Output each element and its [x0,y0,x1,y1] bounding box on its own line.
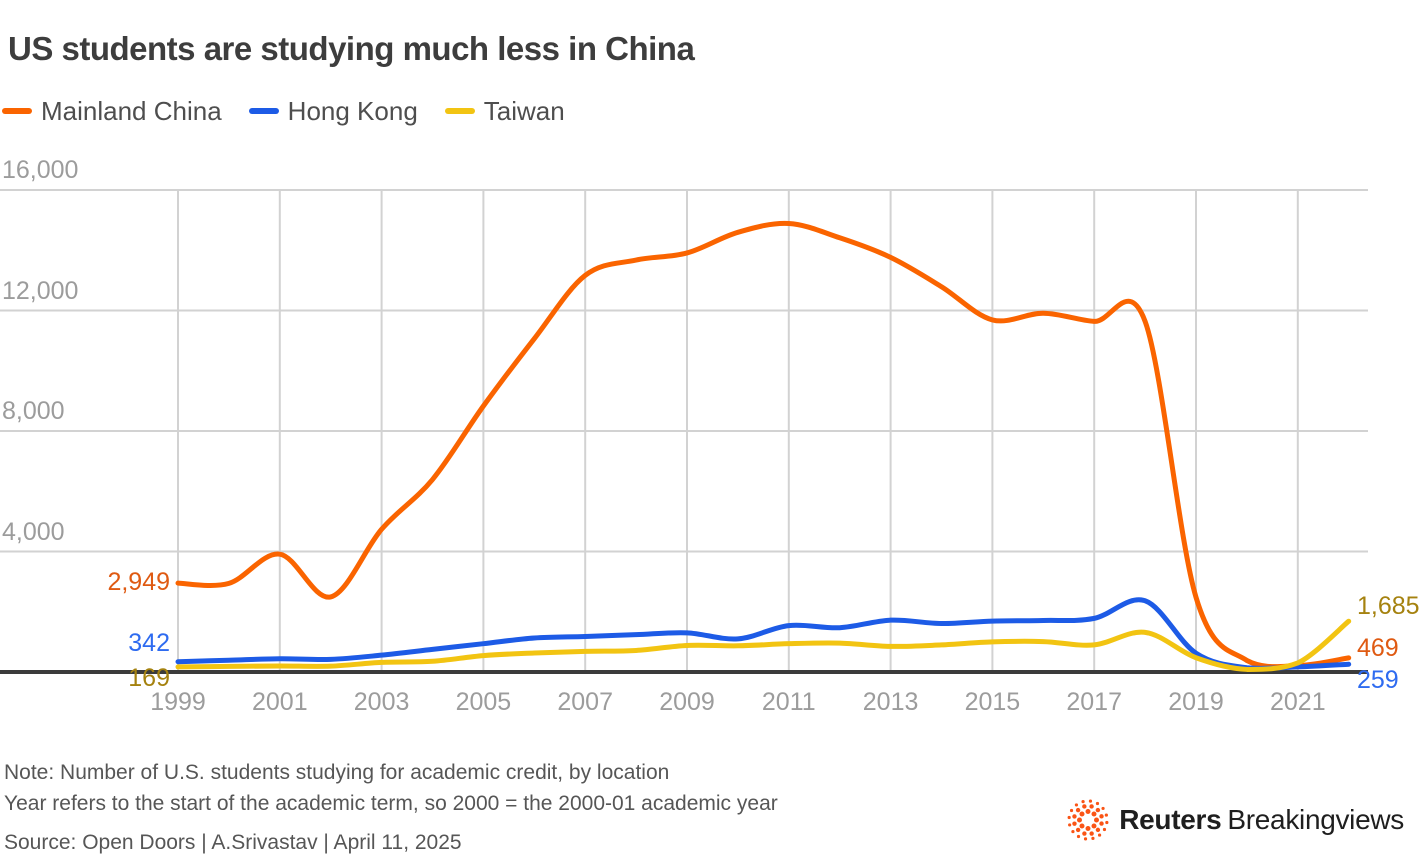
source-line: Source: Open Doors | A.Srivastav | April… [4,831,462,854]
y-axis-tick-label: 16,000 [2,156,79,184]
legend-item-hong-kong: Hong Kong [248,95,418,127]
value-label-hongkong-end: 259 [1357,666,1399,694]
legend-item-mainland-china: Mainland China [2,96,222,127]
x-axis-tick-label: 2009 [659,688,715,716]
chart-legend: Mainland China Hong Kong Taiwan [2,94,565,128]
x-axis-tick-label: 2007 [557,688,613,716]
x-axis-tick-label: 2019 [1168,688,1224,716]
x-axis-tick-label: 2005 [455,688,512,716]
value-label-mainland-end: 469 [1357,634,1399,662]
x-axis-tick-label: 2013 [862,688,919,716]
legend-swatch-icon [248,108,279,114]
page-title: US students are studying much less in Ch… [8,30,695,68]
y-axis-tick-label: 8,000 [2,397,65,425]
value-label-hongkong-start: 342 [128,629,170,657]
x-axis-tick-label: 2021 [1269,688,1326,716]
brand-reuters: Reuters [1119,804,1222,835]
note-line-1: Note: Number of U.S. students studying f… [4,761,670,784]
x-axis-tick-label: 2001 [251,688,308,716]
reuters-breakingviews-logo: Reuters Breakingviews [1066,797,1404,843]
value-label-taiwan-end: 1,685 [1357,592,1420,620]
series-line-hong-kong [175,597,1352,671]
legend-swatch-icon [444,108,475,114]
x-axis-tick-label: 1999 [150,688,206,716]
y-axis-tick-label: 4,000 [2,517,65,546]
x-axis-tick-label: 2003 [353,688,410,716]
series-line-mainland-china [175,220,1352,670]
legend-item-taiwan: Taiwan [444,95,565,127]
legend-label: Mainland China [41,95,222,126]
series-line-taiwan [175,618,1352,672]
x-axis-tick-label: 2011 [761,688,816,716]
note-line-2: Year refers to the start of the academic… [4,792,778,815]
x-axis-tick-label: 2015 [964,688,1021,716]
y-axis-tick-label: 12,000 [2,276,79,305]
reuters-dotted-orb-icon [1067,799,1109,841]
legend-label: Hong Kong [287,95,418,126]
value-label-mainland-start: 2,949 [107,568,170,596]
brand-breakingviews: Breakingviews [1227,804,1404,835]
legend-label: Taiwan [483,95,565,126]
chart-notes: Note: Number of U.S. students studying f… [4,757,778,819]
legend-swatch-icon [2,108,32,114]
value-label-taiwan-start: 169 [128,664,170,692]
x-axis-tick-label: 2017 [1066,688,1122,716]
